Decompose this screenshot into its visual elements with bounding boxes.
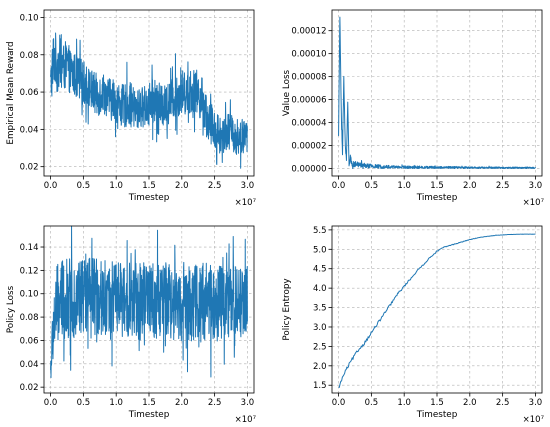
x-tick-label: 1.5 <box>142 398 156 408</box>
y-tick-label: 0.00006 <box>291 96 326 106</box>
y-tick-label: 0.06 <box>20 88 39 98</box>
y-axis-label: Value Loss <box>282 69 292 116</box>
y-tick-label: 0.08 <box>20 313 39 323</box>
y-tick-label: 0.00008 <box>291 73 326 83</box>
y-axis-label: Policy Entropy <box>282 278 292 340</box>
x-offset-label: ×10⁷ <box>523 415 545 425</box>
x-tick-label: 2.5 <box>496 398 510 408</box>
y-tick-label: 4.0 <box>313 284 327 294</box>
x-offset-label: ×10⁷ <box>523 198 545 208</box>
x-tick-label: 2.0 <box>175 398 189 408</box>
series-line <box>338 233 536 389</box>
y-tick-label: 0.06 <box>20 336 39 346</box>
x-tick-label: 0.5 <box>365 398 379 408</box>
x-tick-label: 1.5 <box>142 181 156 191</box>
x-tick-label: 1.5 <box>430 181 444 191</box>
panel-value-loss: 0.0 0.5 1.0 1.5 2.0 2.5 3.0 0.00000 0.00002 0.000… <box>282 9 545 208</box>
y-tick-label: 0.00002 <box>291 142 326 152</box>
y-tick-label: 5.5 <box>313 226 327 236</box>
x-tick-label: 1.0 <box>397 398 411 408</box>
x-axis-label: Timestep <box>128 410 170 420</box>
x-tick-label: 3.0 <box>241 398 255 408</box>
x-tick-label: 2.0 <box>463 181 477 191</box>
y-tick-label: 4.5 <box>313 265 327 275</box>
x-offset-label: ×10⁷ <box>235 415 257 425</box>
x-tick-label: 0.0 <box>44 398 58 408</box>
x-tick-label: 1.5 <box>430 398 444 408</box>
x-tick-label: 0.0 <box>44 181 58 191</box>
x-tick-label: 0.5 <box>77 181 91 191</box>
x-tick-label: 1.0 <box>109 181 123 191</box>
x-axis-label: Timestep <box>416 193 458 203</box>
x-tick-label: 2.5 <box>496 181 510 191</box>
x-tick-label: 3.0 <box>529 398 543 408</box>
y-tick-label: 1.5 <box>313 381 327 391</box>
x-tick-label: 2.5 <box>208 181 222 191</box>
series-line <box>50 225 248 379</box>
x-axis-label: Timestep <box>128 193 170 203</box>
y-tick-label: 0.12 <box>20 266 39 276</box>
series-line <box>338 16 536 170</box>
panel-reward: 0.0 0.5 1.0 1.5 2.0 2.5 3.0 0.02 0.04 0.06 0.08 0.1… <box>6 9 257 208</box>
y-tick-label: 5.0 <box>313 245 327 255</box>
y-tick-label: 0.10 <box>20 290 39 300</box>
y-axis-label: Policy Loss <box>6 285 16 333</box>
x-tick-label: 0.5 <box>365 181 379 191</box>
x-tick-label: 3.0 <box>241 181 255 191</box>
x-tick-label: 0.0 <box>332 181 346 191</box>
y-tick-label: 3.0 <box>313 323 327 333</box>
y-tick-label: 2.0 <box>313 362 327 372</box>
y-tick-label: 0.02 <box>20 163 39 173</box>
y-tick-label: 0.10 <box>20 13 39 23</box>
y-tick-label: 0.04 <box>20 360 39 370</box>
y-axis-label: Empirical Mean Reward <box>6 41 16 144</box>
y-tick-label: 0.08 <box>20 51 39 61</box>
x-offset-label: ×10⁷ <box>235 198 257 208</box>
x-tick-label: 1.0 <box>397 181 411 191</box>
y-tick-label: 0.00012 <box>291 27 326 37</box>
y-tick-label: 0.04 <box>20 125 39 135</box>
y-tick-label: 3.5 <box>313 304 327 314</box>
y-tick-label: 0.14 <box>20 243 39 253</box>
panel-policy-entropy: 0.0 0.5 1.0 1.5 2.0 2.5 3.0 1.5 2.0 2.5 3.0 3.5 4.0 4… <box>282 225 545 425</box>
x-tick-label: 2.0 <box>463 398 477 408</box>
y-tick-label: 2.5 <box>313 342 327 352</box>
panel-policy-loss: 0.0 0.5 1.0 1.5 2.0 2.5 3.0 0.02 0.04 0.06 0.08 0.1… <box>6 225 257 425</box>
x-tick-label: 3.0 <box>529 181 543 191</box>
y-tick-label: 0.00000 <box>291 165 326 175</box>
y-tick-label: 0.00010 <box>291 50 326 60</box>
y-tick-label: 0.02 <box>20 383 39 393</box>
y-tick-label: 0.00004 <box>291 119 326 129</box>
x-axis-label: Timestep <box>416 410 458 420</box>
x-tick-label: 0.0 <box>332 398 346 408</box>
x-tick-label: 0.5 <box>77 398 91 408</box>
x-tick-label: 2.0 <box>175 181 189 191</box>
series-line <box>50 32 248 169</box>
x-tick-label: 2.5 <box>208 398 222 408</box>
x-tick-label: 1.0 <box>109 398 123 408</box>
